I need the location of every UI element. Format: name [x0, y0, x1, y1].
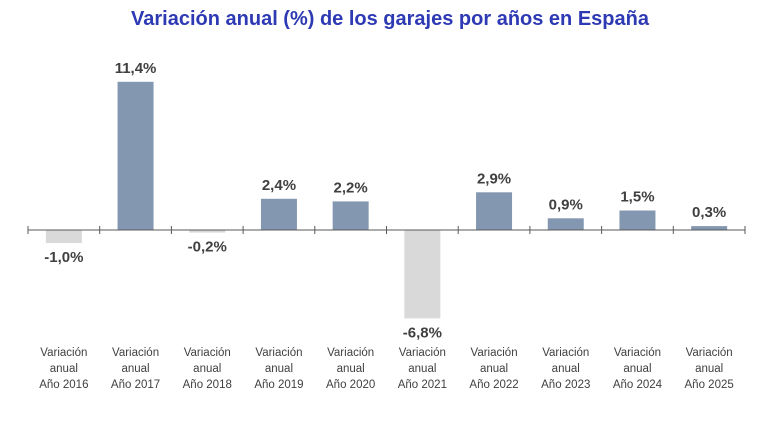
category-label: Año 2018	[183, 379, 232, 391]
data-label: -6,8%	[403, 324, 442, 341]
category-label: anual	[623, 363, 651, 375]
category-label: Año 2024	[613, 379, 663, 391]
category-label: Año 2020	[326, 379, 375, 391]
chart-title: Variación anual (%) de los garajes por a…	[131, 8, 649, 30]
bar	[691, 226, 728, 230]
category-label: Año 2025	[685, 379, 734, 391]
data-label: -0,2%	[188, 239, 227, 256]
category-label: Variación	[112, 347, 159, 359]
data-label: 0,3%	[692, 204, 726, 221]
category-label: Variación	[40, 347, 87, 359]
data-label: 1,5%	[620, 189, 654, 206]
bar	[45, 230, 82, 243]
category-label: Variación	[184, 347, 231, 359]
category-label: anual	[265, 363, 293, 375]
category-label: Año 2017	[111, 379, 160, 391]
data-label: 0,9%	[549, 196, 583, 213]
data-label: 2,2%	[334, 179, 368, 196]
category-label: Variación	[614, 347, 661, 359]
category-label: Variación	[327, 347, 374, 359]
data-label: -1,0%	[44, 249, 83, 266]
data-label: 2,9%	[477, 170, 511, 187]
bar	[260, 198, 297, 230]
data-label: 11,4%	[115, 60, 157, 77]
bar	[476, 192, 513, 230]
category-label: Variación	[255, 347, 302, 359]
category-label: anual	[121, 363, 149, 375]
category-label: Año 2022	[469, 379, 518, 391]
category-label: anual	[50, 363, 78, 375]
category-label: Año 2021	[398, 379, 447, 391]
category-label: Año 2019	[254, 379, 303, 391]
bar	[117, 81, 154, 230]
bar	[547, 218, 584, 230]
category-label: anual	[193, 363, 221, 375]
category-label: anual	[337, 363, 365, 375]
category-label: Año 2016	[39, 379, 88, 391]
bar	[404, 230, 441, 319]
data-label: 2,4%	[262, 177, 296, 194]
category-label: Variación	[542, 347, 589, 359]
category-label: anual	[408, 363, 436, 375]
bar	[332, 201, 369, 230]
category-label: Variación	[399, 347, 446, 359]
category-label: anual	[552, 363, 580, 375]
category-label: anual	[480, 363, 508, 375]
bar	[619, 210, 656, 230]
bar	[189, 230, 226, 233]
category-label: Año 2023	[541, 379, 590, 391]
category-label: Variación	[686, 347, 733, 359]
category-label: Variación	[471, 347, 518, 359]
category-label: anual	[695, 363, 723, 375]
